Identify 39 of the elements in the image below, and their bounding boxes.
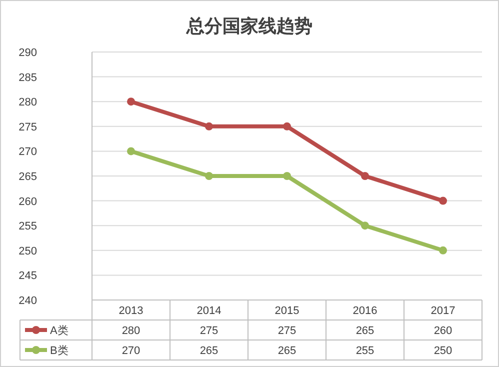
- point: [439, 196, 447, 205]
- data-label: 275: [278, 325, 296, 337]
- legend-label: A类: [50, 324, 68, 337]
- data-label: 260: [434, 325, 452, 337]
- data-label: 270: [122, 345, 140, 357]
- data-label: 280: [122, 325, 140, 337]
- x-tick-label: 2014: [196, 305, 222, 317]
- y-tick-label: 290: [18, 47, 37, 59]
- point: [283, 122, 291, 130]
- point: [205, 122, 213, 130]
- data-label: 250: [434, 345, 452, 357]
- point: [283, 172, 291, 180]
- y-tick-label: 260: [18, 196, 37, 208]
- y-tick-label: 275: [18, 121, 37, 134]
- y-tick-label: 245: [18, 270, 37, 282]
- x-tick-label: 2017: [430, 305, 456, 317]
- y-tick-label: 285: [18, 72, 37, 84]
- y-tick-label: 250: [18, 245, 37, 258]
- point: [361, 222, 369, 230]
- data-label: 265: [278, 345, 296, 357]
- point: [361, 172, 369, 180]
- x-tick-label: 2015: [274, 305, 300, 317]
- point: [205, 172, 213, 180]
- legend-label: B类: [50, 344, 68, 357]
- x-tick-label: 2016: [352, 305, 378, 317]
- point: [439, 246, 447, 254]
- point: [127, 98, 135, 106]
- y-tick-label: 280: [18, 96, 37, 109]
- y-tick-label: 270: [18, 146, 37, 158]
- chart-title: 总分国家线趋势: [186, 16, 312, 36]
- point: [127, 147, 135, 156]
- x-tick-label: 2013: [118, 305, 144, 317]
- y-tick-label: 240: [18, 295, 37, 307]
- y-tick-label: 265: [18, 171, 37, 183]
- y-tick-label: 255: [18, 220, 37, 233]
- data-label: 255: [356, 345, 374, 357]
- data-label: 265: [200, 345, 218, 357]
- data-label: 275: [200, 325, 218, 337]
- data-label: 265: [356, 325, 374, 337]
